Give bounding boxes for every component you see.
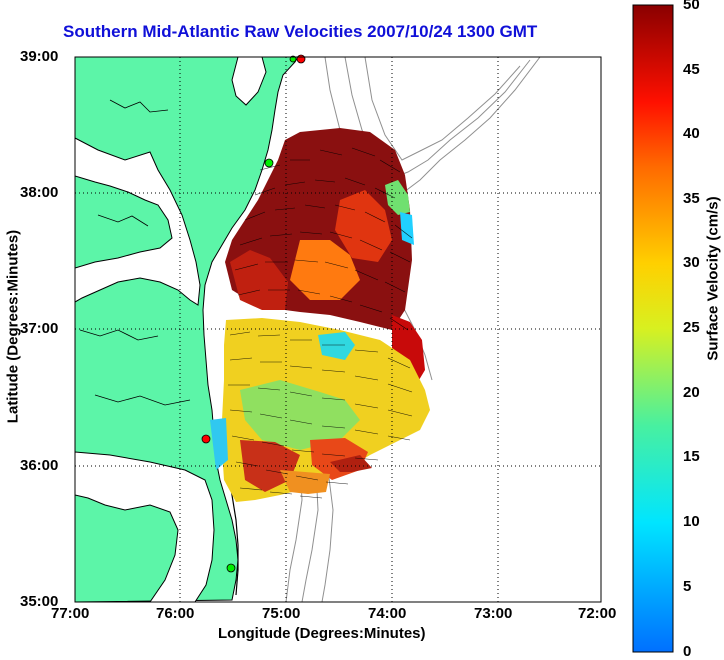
y-tick-label: 37:00 [20, 320, 59, 337]
colorbar-tick: 35 [683, 190, 700, 207]
station-marker [226, 563, 236, 573]
colorbar-tick: 0 [683, 643, 692, 660]
colorbar-label: Surface Velocity (cm/s) [704, 196, 722, 361]
y-tick-label: 39:00 [20, 48, 59, 65]
pamlico-sound [75, 451, 215, 602]
colorbar-tick: 5 [683, 578, 692, 595]
station-marker [201, 434, 211, 444]
colorbar-tick: 10 [683, 513, 700, 530]
plot-frame [74, 56, 602, 603]
x-tick-label: 77:00 [51, 605, 90, 622]
chesapeake-bay [75, 137, 201, 306]
station-marker [264, 158, 274, 168]
map-title: Southern Mid-Atlantic Raw Velocities 200… [63, 22, 538, 41]
velocity-vectors [228, 147, 413, 499]
y-tick-label: 35:00 [20, 593, 59, 610]
delaware-bay [231, 57, 267, 106]
colorbar-tick: 20 [683, 384, 700, 401]
colorbar-tick: 25 [683, 319, 700, 336]
colorbar-tick: 30 [683, 254, 700, 271]
colorbar-tick: 45 [683, 61, 700, 78]
colorbar-tick: 15 [683, 448, 700, 465]
colorbar [632, 4, 674, 653]
grid-lines [75, 57, 601, 602]
x-tick-label: 76:00 [156, 605, 195, 622]
x-tick-label: 72:00 [578, 605, 617, 622]
x-tick-label: 75:00 [262, 605, 301, 622]
x-axis-label: Longitude (Degrees:Minutes) [218, 625, 426, 642]
station-marker [296, 54, 306, 64]
colorbar-tick: 40 [683, 125, 700, 142]
y-tick-label: 38:00 [20, 184, 59, 201]
velocity-field [210, 128, 430, 502]
y-axis-label: Latitude (Degrees:Minutes) [4, 229, 22, 424]
colorbar-tick: 50 [683, 0, 700, 13]
x-tick-label: 73:00 [474, 605, 513, 622]
y-tick-label: 36:00 [20, 457, 59, 474]
x-tick-label: 74:00 [368, 605, 407, 622]
